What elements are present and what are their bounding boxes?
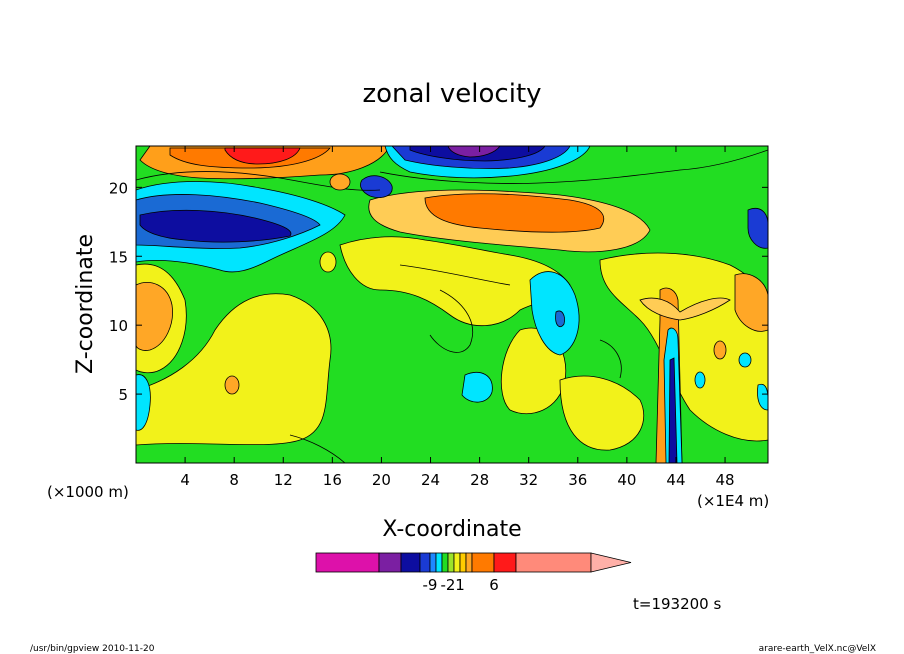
- x-tick-label: 32: [519, 471, 538, 489]
- colorbar-segment: [453, 552, 461, 573]
- colorbar-segment: [471, 552, 495, 573]
- x-unit-left: (×1000 m): [47, 483, 129, 501]
- y-tick-label: 20: [109, 179, 128, 197]
- x-axis: 4 8 12 16 20 24 28 32 36 40 44 48: [180, 146, 735, 489]
- time-label: t=193200 s: [633, 595, 721, 613]
- contour-line: [289, 434, 346, 463]
- negative-patch-lower: [461, 371, 493, 403]
- negative-patch-right-lower: [757, 383, 768, 411]
- left-positive-patch: [136, 281, 173, 351]
- contour-line: [429, 289, 473, 353]
- x-tick-label: 16: [323, 471, 342, 489]
- x-axis-label: X-coordinate: [382, 517, 521, 542]
- x-tick-label: 12: [274, 471, 293, 489]
- x-tick-label: 20: [372, 471, 391, 489]
- contour-ring: [738, 352, 752, 368]
- contour-line: [379, 149, 768, 184]
- y-tick-label: 15: [109, 248, 128, 266]
- mid-positive-core: [424, 193, 605, 233]
- colorbar-label: -9: [423, 576, 438, 594]
- upper-negative-core-left: [139, 209, 292, 243]
- colorbar-label: 1: [455, 576, 465, 594]
- chart-title: zonal velocity: [362, 79, 541, 109]
- y-axis: 5 10 15 20: [109, 179, 768, 404]
- x-tick-label: 24: [421, 471, 440, 489]
- colorbar-label: 6: [489, 576, 499, 594]
- x-tick-label: 4: [180, 471, 190, 489]
- colorbar-segment: [378, 552, 402, 573]
- colorbar-segment: [493, 552, 517, 573]
- y-axis-label: Z-coordinate: [73, 234, 98, 374]
- colorbar-segment: [459, 552, 467, 573]
- positive-region-lower: [136, 293, 332, 446]
- x-tick-label: 28: [470, 471, 489, 489]
- colorbar-segment: [435, 552, 443, 573]
- y-tick-label: 5: [118, 386, 128, 404]
- colorbar: [315, 552, 632, 573]
- negative-tongue-mid: [529, 271, 580, 356]
- contour-ring: [319, 251, 337, 273]
- colorbar-labels: -9 -2 1 6: [423, 576, 499, 594]
- contour-ring: [713, 340, 727, 360]
- colorbar-segment: [447, 552, 455, 573]
- contour-ring: [224, 375, 240, 395]
- contour-ring: [329, 173, 351, 191]
- x-tick-label: 40: [617, 471, 636, 489]
- negative-core-mid: [555, 310, 565, 328]
- colorbar-segment: [400, 552, 421, 573]
- negative-patch-right: [747, 208, 768, 249]
- colorbar-segment: [465, 552, 473, 573]
- upper-max-left: [224, 147, 301, 165]
- positive-region-southeast: [559, 375, 645, 451]
- upper-min-top: [447, 146, 501, 158]
- plot-area: [136, 146, 768, 463]
- colorbar-segment: [315, 552, 380, 573]
- footer-right: arare-earth_VelX.nc@VelX: [759, 644, 876, 654]
- right-positive-patch: [734, 273, 768, 332]
- footer-left: /usr/bin/gpview 2010-11-20: [30, 644, 155, 654]
- contour-line: [399, 264, 511, 286]
- contour-line: [136, 171, 381, 191]
- x-unit-right: (×1E4 m): [697, 492, 769, 510]
- colorbar-segment: [419, 552, 431, 573]
- x-tick-label: 48: [716, 471, 735, 489]
- negative-patch-left: [136, 374, 151, 431]
- negative-blob-small: [360, 175, 393, 198]
- convective-column-fan: [639, 297, 731, 321]
- x-tick-label: 8: [229, 471, 239, 489]
- y-tick-label: 10: [109, 317, 128, 335]
- colorbar-label: -2: [441, 576, 456, 594]
- colorbar-segment: [441, 552, 449, 573]
- colorbar-segment: [429, 552, 437, 573]
- convective-column-core: [668, 357, 678, 463]
- colorbar-extension-arrow: [590, 552, 632, 573]
- x-tick-label: 44: [666, 471, 685, 489]
- plot-frame: [135, 145, 769, 464]
- colorbar-segment: [515, 552, 592, 573]
- contour-line: [599, 339, 622, 379]
- contour-ring: [694, 371, 706, 389]
- x-tick-label: 36: [568, 471, 587, 489]
